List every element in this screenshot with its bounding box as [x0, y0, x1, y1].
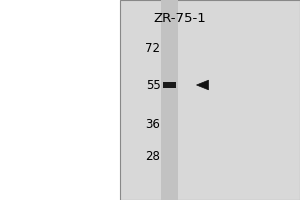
- Bar: [161, 0, 178, 200]
- Text: 55: 55: [146, 79, 160, 92]
- Polygon shape: [196, 80, 208, 90]
- Bar: [163, 82, 176, 88]
- Text: 36: 36: [146, 117, 160, 130]
- Bar: [120, 0, 300, 200]
- Text: ZR-75-1: ZR-75-1: [154, 12, 206, 25]
- Text: 72: 72: [146, 42, 160, 54]
- Text: 28: 28: [146, 150, 160, 162]
